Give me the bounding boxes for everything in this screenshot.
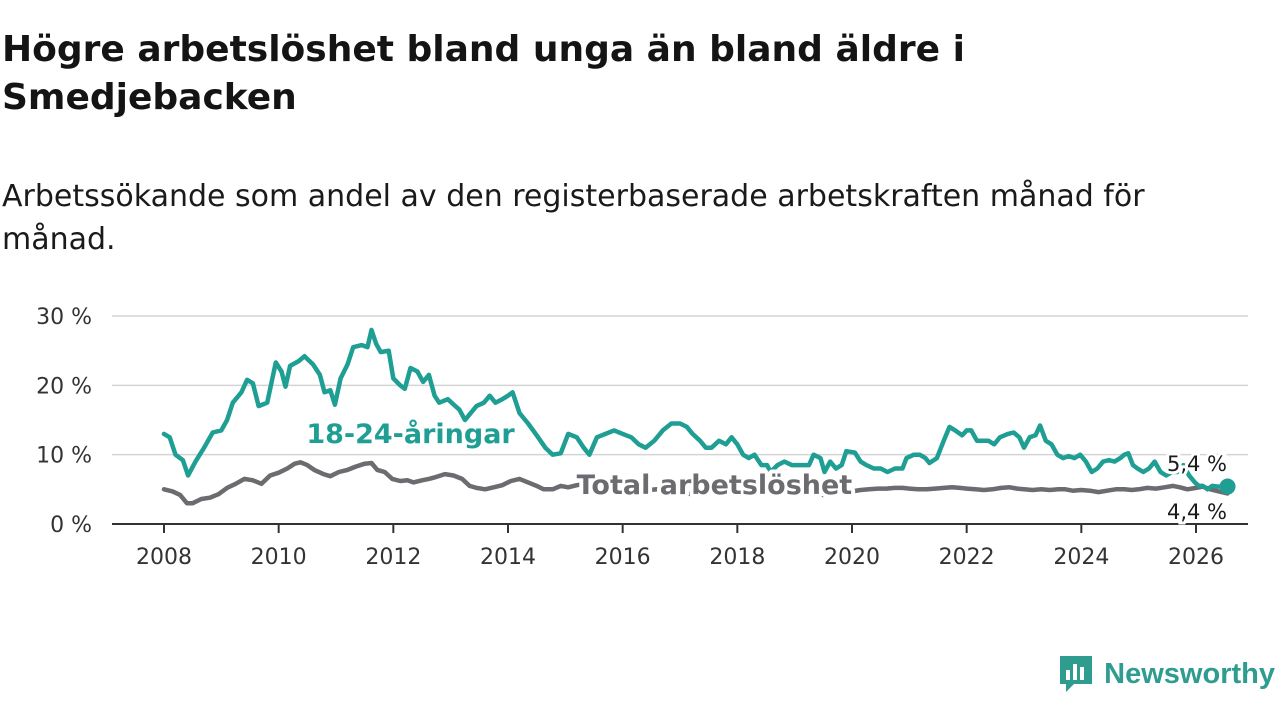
series-label-youth: 18-24-åringar bbox=[306, 418, 515, 450]
chart-subtitle: Arbetssökande som andel av den registerb… bbox=[2, 179, 1145, 257]
series-label-total: Total arbetslöshet bbox=[577, 470, 853, 501]
brand-name: Newsworthy bbox=[1104, 657, 1275, 690]
x-tick-label: 2014 bbox=[480, 545, 536, 570]
x-tick-label: 2026 bbox=[1168, 545, 1224, 570]
x-tick-label: 2012 bbox=[365, 545, 421, 570]
total-end-value-label: 4,4 % bbox=[1167, 500, 1227, 524]
x-tick-label: 2018 bbox=[709, 545, 765, 570]
x-tick-label: 2008 bbox=[136, 545, 192, 570]
y-tick-label: 20 % bbox=[36, 374, 92, 399]
y-tick-label: 10 % bbox=[36, 444, 92, 469]
chart-title: Högre arbetslöshet bland unga än bland ä… bbox=[2, 29, 965, 118]
youth-end-marker bbox=[1219, 478, 1236, 495]
y-tick-label: 30 % bbox=[36, 305, 92, 330]
series-line-youth bbox=[161, 327, 1230, 492]
y-tick-label: 0 % bbox=[50, 513, 92, 538]
newsworthy-logo: Newsworthy bbox=[1058, 652, 1275, 696]
x-tick-label: 2020 bbox=[824, 545, 880, 570]
x-tick-label: 2024 bbox=[1053, 545, 1109, 570]
bar-chart-speech-bubble-icon bbox=[1060, 656, 1093, 692]
series-line-total bbox=[161, 460, 1230, 506]
x-tick-label: 2016 bbox=[595, 545, 651, 570]
x-tick-label: 2022 bbox=[939, 545, 995, 570]
youth-end-value-label: 5,4 % bbox=[1167, 452, 1227, 476]
x-tick-label: 2010 bbox=[251, 545, 307, 570]
